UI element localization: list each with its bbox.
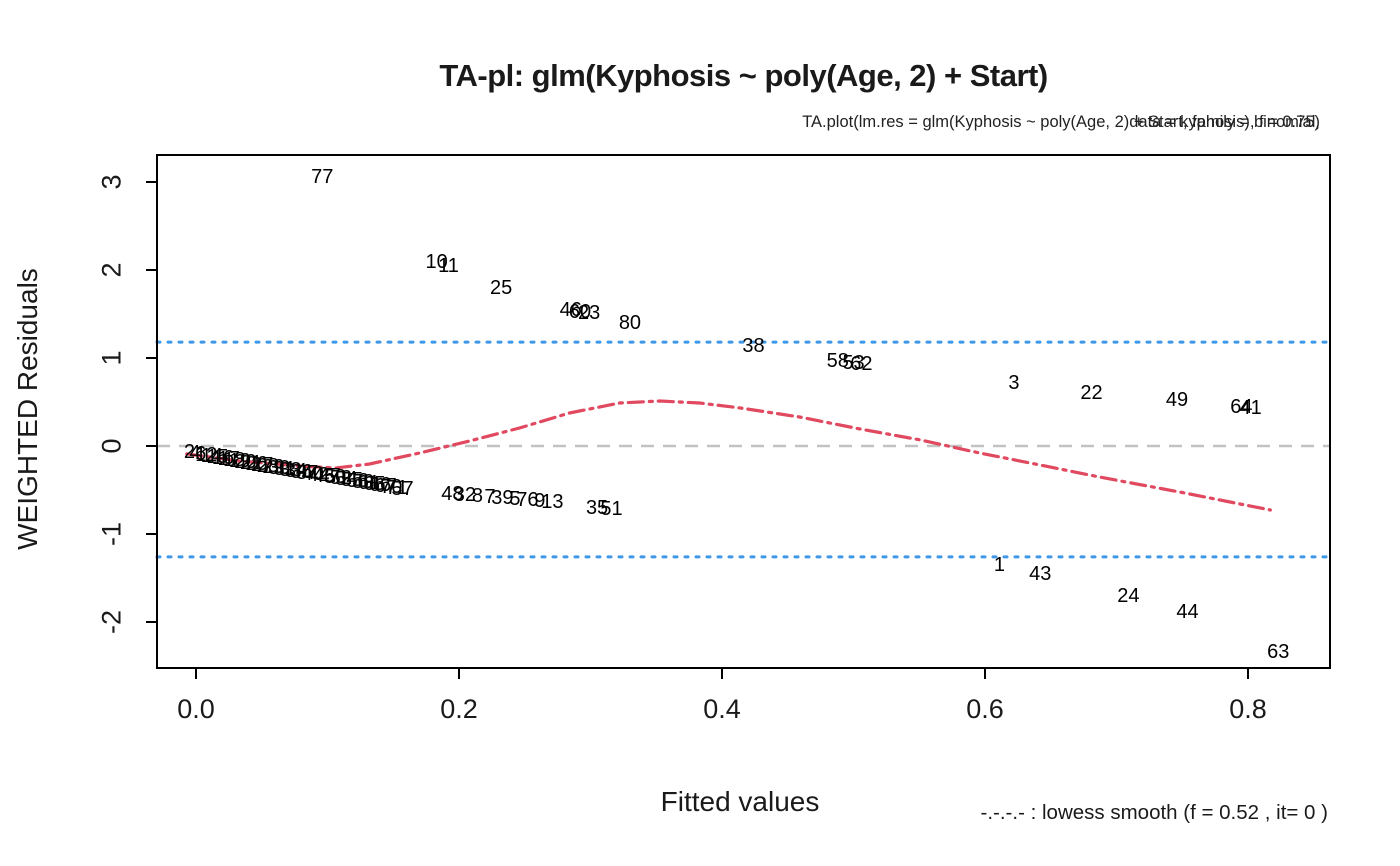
- point-label: 14: [200, 445, 223, 468]
- point-label: 32: [453, 483, 477, 506]
- point-label: 63: [1267, 640, 1290, 663]
- point-label: 4: [189, 442, 201, 465]
- point-label: 16: [211, 446, 235, 469]
- point-label: 47: [318, 465, 341, 488]
- lowess-legend: -.-.-.- : lowess smooth (f = 0.52 , it= …: [980, 801, 1328, 824]
- point-label: 56: [346, 470, 369, 493]
- point-label: 3: [1008, 371, 1020, 394]
- x-tick-label: 0.0: [177, 694, 215, 724]
- point-label: 10: [425, 251, 448, 274]
- point-label: 23: [578, 302, 601, 325]
- point-label: 28: [256, 454, 280, 477]
- point-label: 19: [228, 449, 251, 472]
- point-label: 13: [541, 490, 564, 513]
- point-label: 45: [312, 464, 336, 487]
- point-label: 77: [311, 165, 334, 188]
- x-axis-label: Fitted values: [660, 786, 820, 817]
- point-label: 61: [357, 472, 380, 495]
- point-label: 42: [307, 463, 330, 486]
- point-label: 37: [296, 461, 319, 484]
- point-label: 2: [183, 441, 195, 464]
- point-label: 15: [206, 446, 229, 469]
- point-label: 36: [290, 460, 313, 483]
- y-tick-label: 0: [96, 438, 127, 454]
- point-label: 52: [329, 467, 352, 490]
- point-label: 34: [284, 459, 308, 482]
- point-label: 6: [195, 443, 207, 466]
- point-label: 39: [491, 486, 514, 509]
- point-label: 33: [279, 458, 302, 481]
- point-label: 17: [217, 447, 240, 470]
- point-label: 5: [509, 487, 521, 510]
- x-tick-label: 0.4: [703, 694, 741, 724]
- point-label: 59: [352, 471, 375, 494]
- point-label: 27: [251, 453, 274, 476]
- point-label: 7: [484, 485, 496, 508]
- plot-box: [156, 154, 1331, 669]
- point-label: 20: [234, 450, 257, 473]
- point-label: 66: [368, 474, 392, 497]
- point-label: 31: [273, 457, 296, 480]
- point-label: 65: [363, 473, 386, 496]
- y-tick-label: -2: [96, 609, 127, 635]
- y-tick-label: 3: [96, 174, 127, 190]
- plot-title: TA-pl: glm(Kyphosis ~ poly(Age, 2) + Sta…: [439, 58, 1048, 93]
- point-label: 25: [489, 276, 513, 299]
- point-label: 76: [516, 488, 539, 511]
- point-label: 80: [618, 311, 642, 334]
- point-label: 1: [993, 553, 1006, 576]
- point-label: 22: [1080, 382, 1103, 405]
- point-label: 40: [301, 462, 324, 485]
- point-label: 24: [1117, 584, 1140, 607]
- point-label: 35: [585, 496, 609, 519]
- y-tick-label: 1: [96, 350, 127, 366]
- point-label: 54: [335, 468, 358, 491]
- point-label: 9: [534, 489, 546, 512]
- point-label: 53: [842, 352, 865, 375]
- x-tick-label: 0.8: [1229, 694, 1267, 724]
- point-label: 18: [223, 448, 246, 471]
- x-tick-label: 0.2: [440, 694, 478, 724]
- plot-subtitle-line2: data = kyphosis), f = 0.75): [1129, 113, 1320, 131]
- point-label: 11: [438, 254, 459, 277]
- point-label: 26: [245, 452, 268, 475]
- lowess-curve: [185, 399, 1272, 512]
- point-label: 60: [568, 301, 592, 324]
- point-label: 67: [374, 475, 397, 498]
- point-label: 48: [441, 482, 464, 505]
- point-label: 41: [1239, 397, 1262, 420]
- point-label: 64: [1230, 396, 1253, 419]
- point-label: 57: [391, 478, 414, 501]
- point-label: 21: [239, 451, 263, 474]
- point-label: 43: [1029, 562, 1052, 585]
- point-label: 70: [380, 476, 403, 499]
- point-label: 49: [1165, 389, 1189, 412]
- y-tick-label: -1: [96, 521, 127, 547]
- y-tick-label: 2: [96, 262, 127, 278]
- point-label: 58: [826, 349, 849, 372]
- point-label: 50: [324, 466, 347, 489]
- point-label: 71: [385, 477, 408, 500]
- point-label: 51: [600, 498, 623, 520]
- x-tick-label: 0.6: [966, 694, 1004, 724]
- point-label: 44: [1176, 601, 1199, 624]
- point-label: 38: [742, 334, 765, 357]
- point-label: 46: [559, 298, 582, 321]
- point-label: 62: [850, 353, 873, 376]
- point-label: 55: [340, 469, 364, 492]
- point-label: 12: [195, 444, 218, 467]
- point-label: 8: [471, 484, 483, 507]
- point-label: 30: [267, 456, 291, 479]
- plot-subtitle-line1: TA.plot(lm.res = glm(Kyphosis ~ poly(Age…: [802, 113, 1320, 131]
- point-label: 29: [262, 455, 285, 478]
